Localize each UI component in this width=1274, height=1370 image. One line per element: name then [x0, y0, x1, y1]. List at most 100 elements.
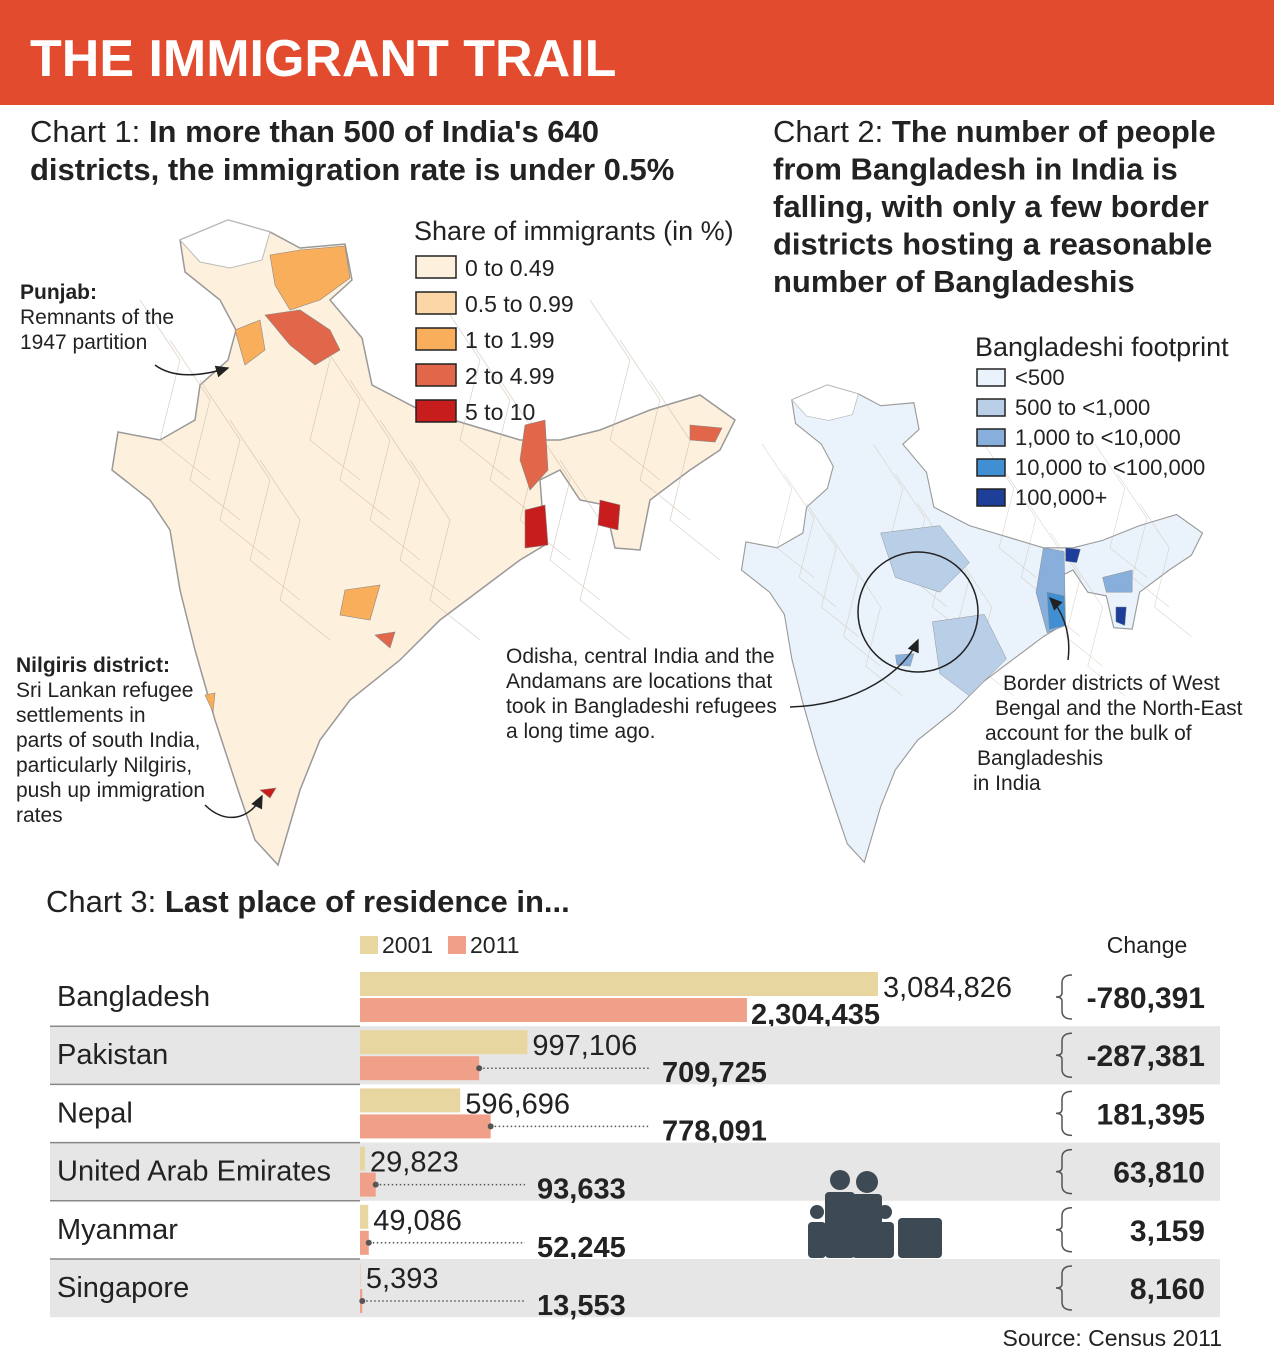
district-lines	[139, 299, 211, 481]
region-patch	[1065, 547, 1081, 563]
region-patch	[524, 504, 549, 549]
chart-label: Chart 3:	[46, 884, 156, 919]
district-lines	[529, 419, 601, 601]
district-lines	[349, 379, 421, 561]
annotation-text: in India	[973, 772, 1041, 795]
legend-swatch	[976, 458, 1006, 477]
district-lines	[199, 379, 271, 561]
chart-title-text: Last place of residence in...	[165, 884, 570, 919]
region-patch	[932, 614, 1007, 697]
legend-title: Share of immigrants (in %)	[414, 216, 734, 246]
category-label: Bangladesh	[57, 981, 210, 1013]
icon-head	[830, 1170, 850, 1190]
change-value: 63,810	[1113, 1157, 1205, 1190]
region-patch	[339, 584, 381, 621]
legend-label: 0 to 0.49	[465, 255, 555, 281]
chart-title: from Bangladesh in India is	[773, 152, 1178, 187]
annotation-text: particularly Nilgiris,	[16, 754, 192, 777]
region-patch	[374, 631, 396, 649]
region-patch	[264, 309, 341, 366]
map-1	[111, 219, 736, 867]
icon-body	[825, 1192, 855, 1258]
brace	[1055, 1207, 1073, 1253]
chart-title: Chart 1: In more than 500 of India's 640	[30, 114, 599, 149]
chart-title: districts, the immigration rate is under…	[30, 152, 674, 187]
annotation-text: 1947 partition	[20, 331, 147, 354]
category-label: Singapore	[57, 1272, 189, 1304]
bar	[360, 972, 878, 996]
legend-swatch	[976, 368, 1006, 387]
chart-title-text: falling, with only a few border	[773, 189, 1209, 224]
change-value: 3,159	[1130, 1215, 1205, 1248]
legend-title: Bangladeshi footprint	[975, 332, 1229, 362]
change-value: -780,391	[1087, 982, 1205, 1015]
leader-dot	[365, 1239, 372, 1246]
page-title: THE IMMIGRANT TRAIL	[30, 30, 616, 88]
legend-label: <500	[1015, 365, 1065, 390]
category-label: Nepal	[57, 1097, 133, 1129]
bar	[360, 1030, 528, 1055]
bar	[360, 1230, 369, 1255]
change-header: Change	[1107, 932, 1188, 958]
bar	[360, 1204, 369, 1229]
district-lines	[439, 299, 511, 481]
annotation-text: Bengal and the North-East	[995, 697, 1243, 720]
change-value: 181,395	[1097, 1098, 1205, 1131]
icon-body	[808, 1222, 826, 1258]
district-lines	[649, 379, 721, 561]
legend-swatch	[415, 255, 457, 279]
annotation-text: Odisha, central India and the	[506, 645, 775, 668]
leader-dot	[487, 1123, 494, 1130]
legend-swatch	[415, 399, 457, 423]
value-label: 997,106	[532, 1030, 637, 1062]
district-lines	[229, 419, 301, 601]
legend-swatch	[976, 398, 1006, 417]
chart-title-text: number of Bangladeshis	[773, 264, 1135, 299]
annotation-text: Andamans are locations that	[506, 670, 772, 693]
chart-title: number of Bangladeshis	[773, 264, 1135, 299]
annotation-text: Sri Lankan refugee	[16, 679, 193, 702]
legend-swatch	[415, 327, 457, 351]
family-icon	[808, 1170, 942, 1258]
annotation-arrow	[789, 638, 919, 708]
district-lines	[1117, 473, 1170, 608]
icon-body	[876, 1222, 894, 1258]
highlight-circle	[857, 551, 979, 673]
legend-label: 1 to 1.99	[465, 327, 555, 353]
annotation-text: a long time ago.	[506, 720, 655, 743]
brace	[1055, 1090, 1073, 1137]
brace	[1055, 1032, 1073, 1078]
value-label: 29,823	[370, 1147, 459, 1179]
value-label: 13,553	[537, 1290, 626, 1322]
bar	[360, 1263, 361, 1287]
brace	[1055, 974, 1073, 1020]
bar	[360, 1172, 376, 1197]
region-patch	[259, 787, 277, 799]
legend-label: 2 to 4.99	[465, 363, 555, 389]
chart-title: Chart 2: The number of people	[773, 114, 1216, 149]
district-lines	[409, 459, 481, 641]
icon-head	[856, 1171, 878, 1193]
value-label: 2,304,435	[751, 999, 880, 1031]
region-patch	[269, 245, 351, 311]
value-label: 778,091	[662, 1115, 767, 1147]
annotation-text: settlements in	[16, 704, 146, 727]
region-patch	[234, 319, 266, 366]
legend-swatch	[360, 936, 378, 954]
header-band	[0, 0, 1274, 105]
district-lines	[619, 339, 691, 521]
chart-title-text: districts hosting a reasonable	[773, 227, 1212, 262]
icon-body	[898, 1218, 942, 1258]
annotation-arrow	[1048, 596, 1070, 661]
india-outline	[111, 219, 736, 867]
brace	[1055, 1148, 1073, 1195]
value-label: 49,086	[373, 1205, 462, 1237]
district-lines	[259, 459, 331, 641]
legend-swatch	[415, 291, 457, 315]
annotation-text: parts of south India,	[16, 729, 200, 752]
annotation-text: account for the bulk of	[985, 722, 1192, 745]
value-label: 52,245	[537, 1232, 626, 1264]
district-lines	[1139, 503, 1192, 637]
chart-label: Chart 1:	[30, 114, 140, 149]
